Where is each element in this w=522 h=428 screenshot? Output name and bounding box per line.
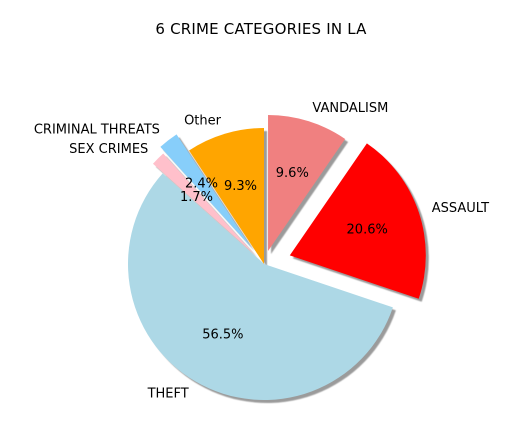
slice-label-vandalism: VANDALISM bbox=[312, 101, 388, 116]
pie-slice-other bbox=[189, 128, 264, 264]
slice-pct-assault: 20.6% bbox=[347, 223, 388, 238]
slice-pct-other: 9.3% bbox=[224, 179, 257, 194]
slice-label-other: Other bbox=[184, 114, 222, 129]
pie-slice-vandalism bbox=[268, 115, 346, 252]
pie-slice-theft bbox=[127, 173, 393, 401]
slice-pct-theft: 56.5% bbox=[202, 328, 243, 343]
pie-slice-sex-crimes bbox=[152, 153, 255, 255]
slice-pct-vandalism: 9.6% bbox=[276, 166, 309, 181]
slice-pct-sex-crimes: 1.7% bbox=[180, 190, 213, 205]
pie-label-layer: VANDALISM 9.6% ASSAULT 20.6% THEFT 56.5% SEX C… bbox=[34, 101, 489, 401]
slice-label-sex-crimes: SEX CRIMES bbox=[69, 142, 148, 157]
pie-slice-assault bbox=[289, 143, 426, 299]
slice-label-assault: ASSAULT bbox=[432, 201, 489, 216]
pie-slice-layer bbox=[127, 115, 426, 401]
slice-pct-criminal-threats: 2.4% bbox=[185, 176, 218, 191]
slice-label-theft: THEFT bbox=[147, 386, 189, 401]
chart-title: 6 CRIME CATEGORIES IN LA bbox=[155, 20, 367, 38]
pie-slice-criminal-threats bbox=[160, 134, 252, 248]
slice-label-criminal-threats: CRIMINAL THREATS bbox=[34, 123, 160, 138]
